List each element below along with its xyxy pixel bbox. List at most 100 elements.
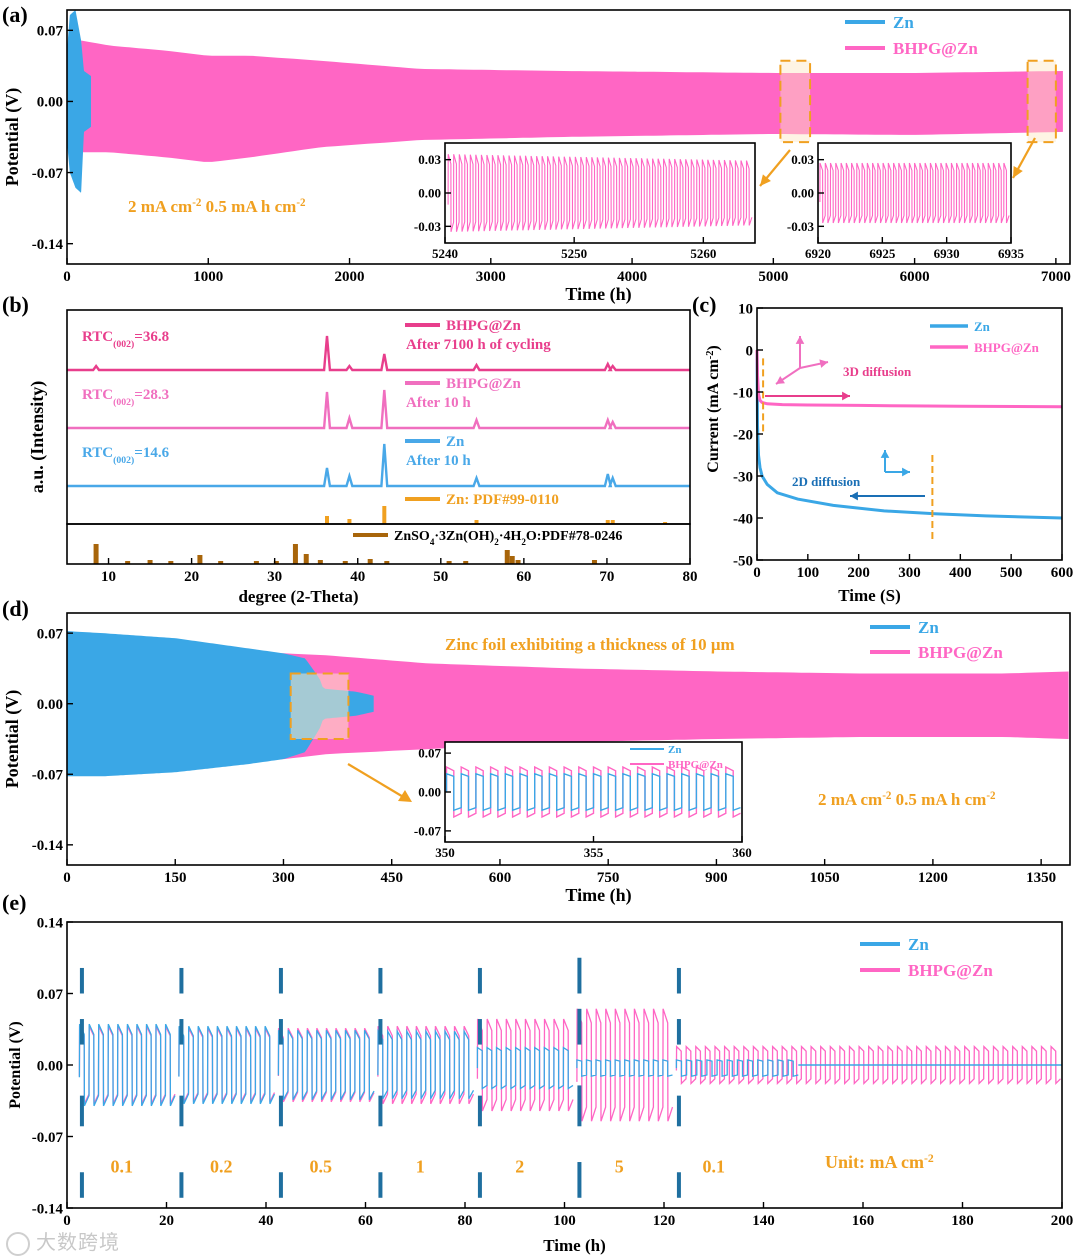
y-tick-label: -0.14 — [32, 838, 64, 854]
inset-y-tick-label: 0.07 — [418, 746, 441, 761]
x-tick-label: 100 — [553, 1213, 576, 1229]
xrd-legend-note: After 10 h — [406, 453, 471, 469]
inset-x-tick-label: 5240 — [432, 246, 458, 261]
rate-label: 1 — [416, 1156, 425, 1176]
legend-zn-label: Zn — [893, 13, 914, 32]
x-axis-title: Time (h) — [543, 1236, 606, 1255]
x-tick-label: 1350 — [1026, 870, 1056, 886]
y-tick-label: -30 — [733, 469, 753, 485]
x-tick-label: 60 — [358, 1213, 373, 1229]
ref-zn-bar — [605, 520, 610, 524]
x-tick-label: 0 — [753, 565, 761, 581]
inset-y-tick-label: 0.03 — [791, 152, 814, 167]
zn-segment-trace — [576, 1059, 673, 1078]
x-tick-label: 0 — [63, 870, 71, 886]
zn-segment-trace — [476, 1046, 574, 1090]
x-tick-label: 0 — [63, 1213, 71, 1229]
inset-trace — [819, 162, 1010, 224]
inset-y-tick-label: 0.00 — [418, 785, 441, 800]
ref-zso-bar — [509, 556, 515, 564]
x-tick-label: 200 — [1051, 1213, 1074, 1229]
inset-legend-bhpg: BHPG@Zn — [668, 759, 723, 771]
label-2d-diffusion: 2D diffusion — [792, 474, 861, 489]
y-axis-title-group: Potential (V) — [7, 1021, 24, 1109]
zn-segment-trace — [277, 1029, 375, 1101]
inset-x-tick-label: 360 — [732, 845, 752, 860]
x-tick-label: 150 — [164, 870, 187, 886]
bhpg-segment-trace — [675, 1045, 1061, 1085]
x-tick-label: 140 — [752, 1213, 775, 1229]
inset-arrow-2-head — [1013, 166, 1023, 178]
series-zn-envelope — [67, 631, 374, 777]
xrd-legend-name: BHPG@Zn — [446, 318, 521, 334]
arrow-3d-horizontal-head — [842, 391, 850, 401]
label-part: Potential (V) — [2, 88, 23, 186]
inset-legend-zn: Zn — [668, 744, 681, 756]
legend-e-bhpg-label: BHPG@Zn — [908, 961, 993, 980]
ref-zso-bar — [125, 561, 131, 564]
panel-label-d: (d) — [2, 596, 29, 621]
x-axis-title: Time (h) — [565, 885, 631, 906]
y-tick-label: 10 — [738, 301, 753, 317]
inset-x-tick-label: 6925 — [869, 246, 896, 261]
label-part: -2 — [986, 790, 996, 802]
inset-y-tick-label: 0.00 — [418, 186, 441, 201]
unit-label: Unit: mA cm-2 — [825, 1152, 934, 1173]
x-tick-label: 3000 — [476, 269, 506, 285]
arrow-2d-horizontal-head — [850, 491, 858, 501]
zn-segment-trace — [178, 1025, 276, 1105]
x-tick-label: 200 — [847, 565, 870, 581]
x-tick-label: 80 — [458, 1213, 473, 1229]
y-tick-label: -40 — [733, 511, 753, 527]
x-tick-label: 450 — [380, 870, 403, 886]
x-tick-label: 7000 — [1041, 269, 1071, 285]
label-part: Current (mA cm — [705, 359, 722, 473]
label-part: Potential (V) — [7, 1021, 24, 1109]
ref-zso-bar — [367, 559, 373, 564]
label-part: 2 — [521, 537, 526, 547]
y-axis-title-group: Current (mA cm-2) — [705, 345, 723, 472]
label-part: =28.3 — [134, 387, 169, 403]
y-tick-label: 0.07 — [37, 626, 64, 642]
panel-label-b: (b) — [2, 292, 29, 317]
inset-x-tick-label: 350 — [435, 845, 455, 860]
x-tick-label: 30 — [267, 569, 282, 585]
x-tick-label: 300 — [898, 565, 921, 581]
ref-zso-bar — [218, 561, 224, 564]
x-tick-label: 600 — [489, 870, 512, 886]
inset-arrow-head — [398, 790, 412, 802]
y-axis-title: a.u. (Intensity) — [27, 381, 48, 494]
x-tick-label: 1050 — [810, 870, 840, 886]
ref-zso-bar — [168, 561, 174, 564]
y-tick-label: 0.07 — [37, 24, 64, 40]
y-tick-label: 0.00 — [37, 697, 63, 713]
legend-bhpg-label: BHPG@Zn — [893, 39, 978, 58]
x-tick-label: 300 — [272, 870, 295, 886]
label-part: -2 — [882, 790, 892, 802]
legend-c-bhpg: BHPG@Zn — [974, 340, 1040, 355]
label-part: Unit: mA cm — [825, 1152, 924, 1172]
inset-x-tick-label: 6930 — [934, 246, 960, 261]
x-tick-label: 40 — [350, 569, 365, 585]
current-curve — [755, 349, 1063, 409]
x-tick-label: 750 — [597, 870, 620, 886]
y-axis-title-group: Potential (V) — [2, 88, 23, 186]
ref-zn-bar — [347, 519, 352, 524]
ref-zn-bar — [663, 522, 668, 524]
rtc-label: RTC(002)=28.3 — [82, 387, 169, 408]
highlight-box — [779, 59, 812, 144]
inset-y-tick-label: -0.07 — [414, 823, 442, 838]
legend-d-bhpg-label: BHPG@Zn — [918, 643, 1003, 662]
series-bhpg-envelope — [81, 40, 1063, 162]
y-tick-label: -0.07 — [32, 166, 64, 182]
inset-x-tick-label: 6935 — [998, 246, 1025, 261]
x-tick-label: 70 — [599, 569, 614, 585]
label-part: Potential (V) — [2, 690, 23, 788]
panel-label-c: (c) — [692, 292, 716, 317]
ref-zso-bar — [292, 544, 298, 564]
label-part: -2 — [924, 1152, 934, 1165]
x-tick-label: 400 — [949, 565, 972, 581]
ref-zn-bar — [382, 506, 387, 524]
label-part: ZnSO — [394, 529, 430, 544]
ref-zn-bar — [474, 520, 479, 524]
